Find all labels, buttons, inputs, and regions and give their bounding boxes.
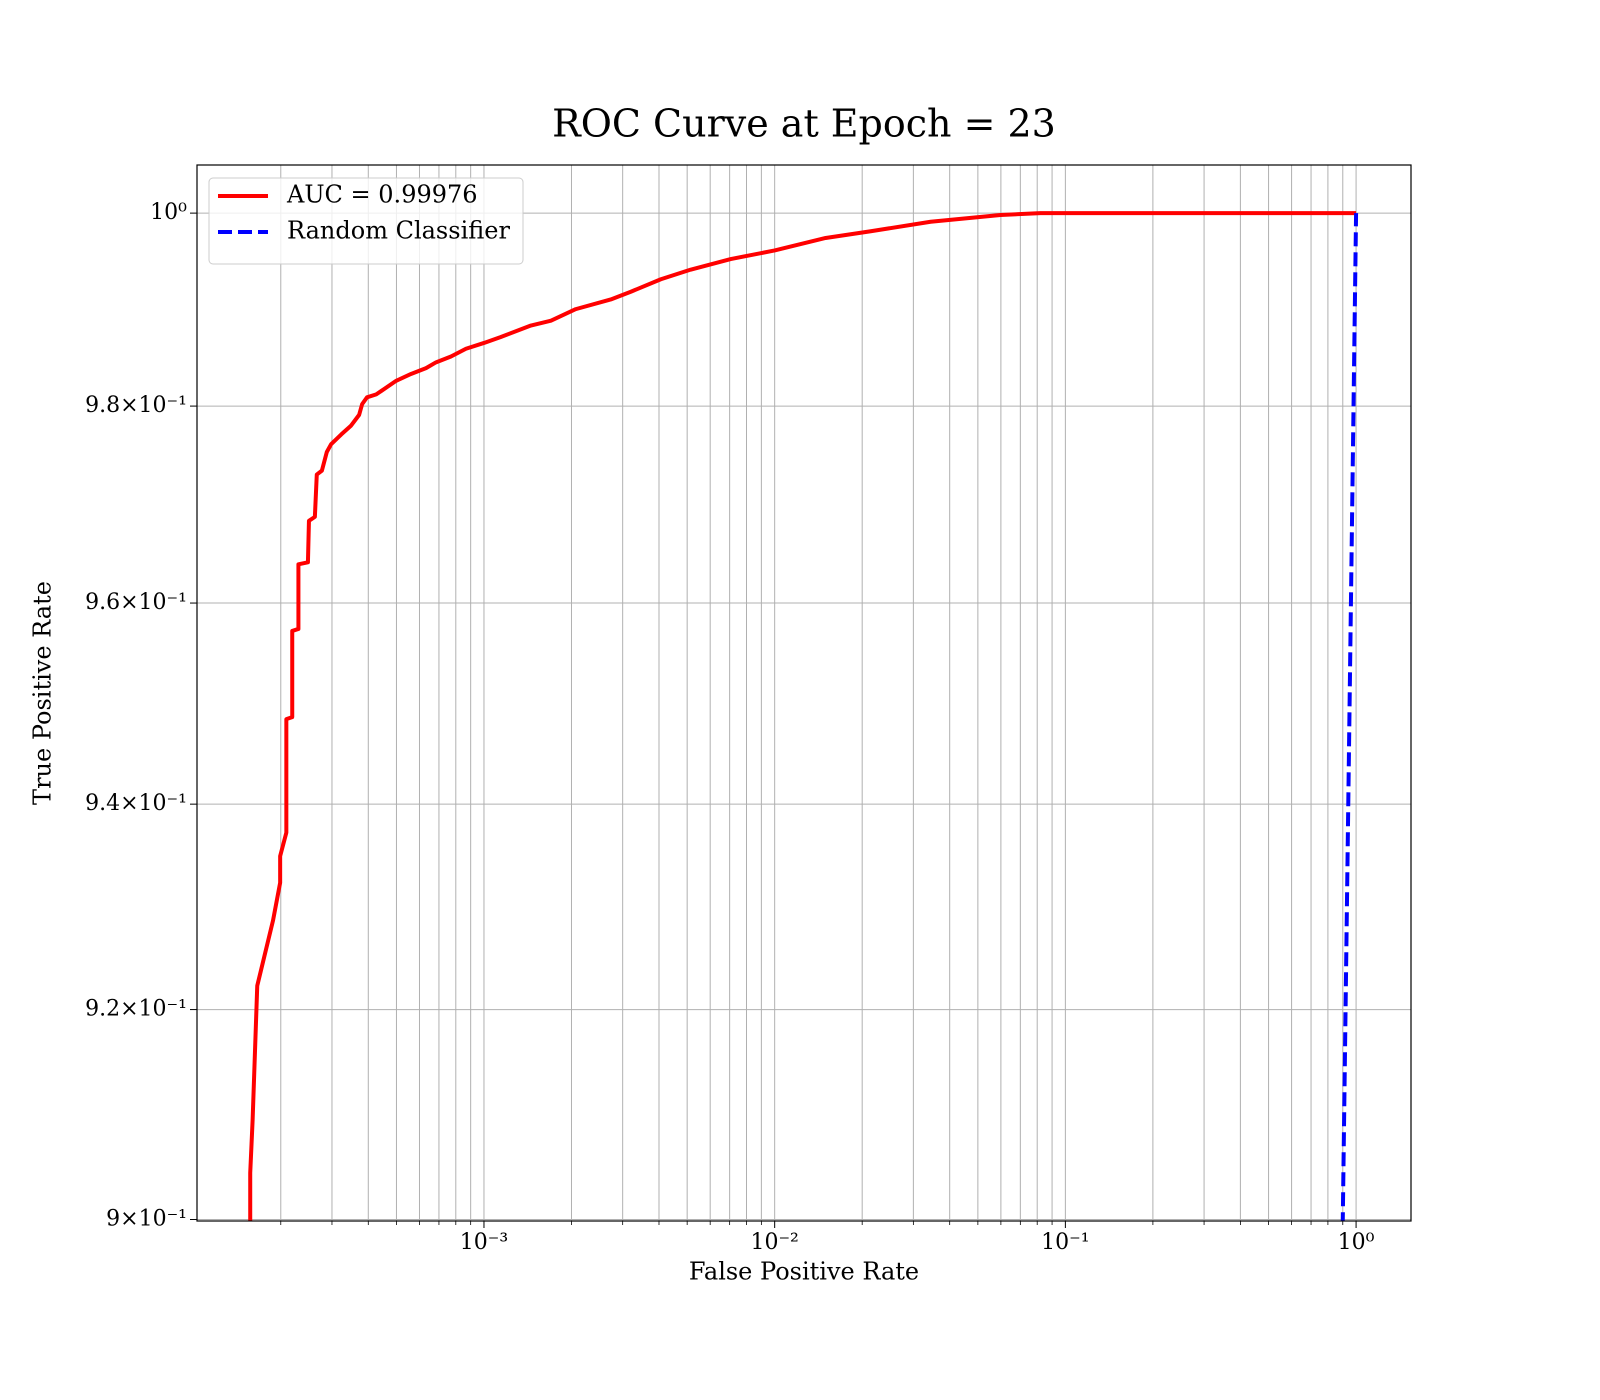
y-tick-label: 9.8×10⁻¹ (85, 393, 187, 418)
ticks: 10⁻³ 10⁻² 10⁻¹ 10⁰ 9×10⁻¹ 9.2×10⁻¹ 9.4×10⁻¹ 9.6… (85, 200, 1375, 1255)
legend-label: Random Classifier (287, 217, 510, 245)
y-tick-label: 9.4×10⁻¹ (85, 791, 187, 816)
x-tick-label: 10⁰ (1338, 1230, 1375, 1255)
legend: AUC = 0.99976 Random Classifier (208, 177, 524, 265)
legend-box (208, 177, 524, 265)
legend-label: AUC = 0.99976 (286, 181, 478, 209)
y-tick-label: 10⁰ (150, 200, 187, 225)
x-axis-label: False Positive Rate (689, 1258, 919, 1286)
series-line (1340, 213, 1359, 1221)
x-tick-label: 10⁻¹ (1041, 1230, 1089, 1255)
y-tick-label: 9×10⁻¹ (106, 1207, 187, 1232)
y-tick-label: 9.6×10⁻¹ (85, 590, 187, 615)
x-tick-label: 10⁻² (750, 1230, 798, 1255)
x-tick-label: 10⁻³ (460, 1230, 508, 1255)
axes-frame (196, 164, 1412, 1222)
chart-title: ROC Curve at Epoch = 23 (552, 102, 1056, 146)
plot-area (248, 211, 1359, 1221)
series-line (248, 211, 1357, 1221)
y-tick-label: 9.2×10⁻¹ (85, 997, 187, 1022)
y-axis-label: True Positive Rate (29, 581, 57, 805)
